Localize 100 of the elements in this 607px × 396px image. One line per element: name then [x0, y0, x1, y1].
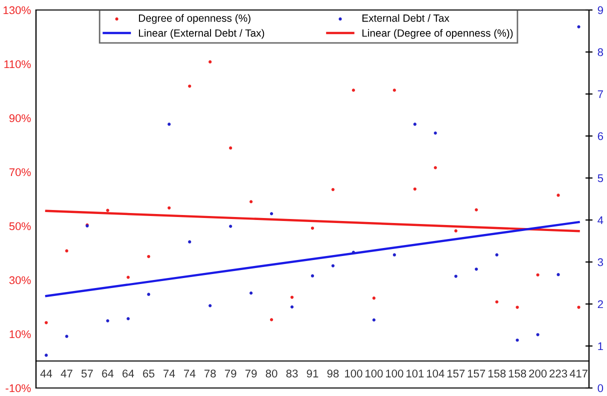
point: [434, 132, 437, 135]
point: [474, 208, 478, 212]
point: [208, 304, 212, 308]
x-tick-label: 158: [488, 370, 506, 378]
point: [392, 253, 396, 256]
point: [556, 194, 560, 197]
point: [352, 88, 356, 92]
point: [188, 84, 192, 88]
x-tick-label: 157: [447, 370, 465, 378]
point: [188, 240, 192, 244]
point: [516, 306, 519, 309]
point: [126, 317, 130, 320]
y-tick-label: 110%: [4, 60, 31, 68]
point: [168, 206, 171, 210]
point: [270, 318, 274, 322]
y2-tick-label: 1: [598, 342, 603, 350]
x-tick-label: 79: [224, 370, 236, 378]
point: [229, 146, 232, 150]
x-tick-label: 83: [286, 370, 298, 378]
point: [434, 166, 437, 170]
point: [44, 321, 48, 324]
y-tick-label: 90%: [9, 114, 31, 122]
x-tick-label: 158: [508, 370, 526, 378]
point: [536, 273, 540, 276]
x-tick-label: 104: [426, 370, 444, 378]
y2-tick-label: 3: [598, 258, 604, 266]
x-tick-label: 74: [184, 370, 196, 378]
point: [474, 268, 478, 271]
y2-tick-label: 7: [598, 90, 603, 98]
point: [229, 224, 232, 228]
x-tick-label: 200: [529, 370, 547, 378]
x-tick-label: 100: [386, 370, 404, 378]
point: [352, 250, 356, 254]
x-tick-label: 65: [143, 370, 154, 378]
point: [290, 296, 294, 299]
x-tick-label: 47: [60, 370, 72, 378]
x-tick-label: 101: [406, 370, 424, 378]
legend-label: Linear (External Debt / Tax): [138, 29, 264, 39]
y-tick-label: 50%: [9, 222, 31, 230]
x-tick-label: 79: [245, 370, 257, 378]
point: [290, 305, 294, 308]
y-tick-label: 30%: [9, 276, 31, 284]
point: [270, 212, 274, 216]
x-tick-label: 91: [306, 370, 318, 378]
x-tick-label: 157: [468, 370, 486, 378]
y-tick-label: -10%: [6, 384, 31, 392]
y-tick-label: 10%: [10, 330, 31, 338]
point: [331, 264, 335, 268]
y2-tick-label: 2: [598, 300, 603, 308]
legend-label: Linear (Degree of openness (%)): [362, 29, 513, 39]
point: [168, 122, 171, 126]
y2-tick-label: 4: [598, 216, 604, 224]
point: [331, 188, 335, 192]
x-tick-label: 64: [122, 370, 134, 378]
point: [250, 292, 253, 295]
y2-tick-label: 8: [598, 48, 604, 56]
y-tick-label: 130%: [4, 6, 31, 14]
y2-tick-label: 5: [598, 174, 604, 182]
point: [454, 229, 458, 232]
x-tick-label: 100: [345, 370, 362, 378]
legend-label: External Debt / Tax: [362, 14, 450, 22]
point: [208, 60, 212, 64]
x-tick-label: 44: [40, 370, 52, 378]
y-tick-label: 70%: [9, 168, 31, 176]
x-tick-label: 57: [81, 370, 93, 378]
point: [106, 208, 110, 212]
y2-tick-label: 9: [598, 6, 603, 14]
point: [577, 25, 580, 28]
point: [495, 253, 498, 256]
x-tick-label: 98: [327, 370, 339, 378]
point: [106, 319, 110, 322]
point: [495, 300, 498, 304]
point: [392, 88, 396, 92]
x-tick-label: 74: [164, 370, 175, 378]
x-tick-label: 100: [366, 370, 383, 378]
point: [65, 334, 68, 338]
x-tick-label: 417: [570, 370, 588, 378]
y2-tick-label: 0: [598, 384, 604, 392]
point: [126, 276, 130, 279]
x-tick-label: 80: [266, 370, 278, 378]
point: [147, 254, 150, 258]
point: [556, 273, 560, 276]
point: [536, 333, 540, 336]
x-tick-label: 64: [102, 370, 114, 378]
point: [454, 274, 458, 278]
x-tick-label: 78: [204, 370, 216, 378]
point: [372, 318, 376, 322]
point: [250, 200, 253, 204]
point: [65, 249, 68, 252]
point: [310, 274, 314, 278]
point: [147, 292, 150, 296]
legend-label: Degree of openness (%): [138, 14, 250, 24]
point: [413, 122, 416, 126]
point: [372, 296, 376, 300]
x-tick-label: 223: [550, 370, 568, 378]
point: [44, 354, 48, 357]
y2-tick-label: 6: [598, 132, 604, 140]
point: [310, 226, 314, 230]
point: [577, 306, 580, 309]
point: [413, 187, 416, 191]
